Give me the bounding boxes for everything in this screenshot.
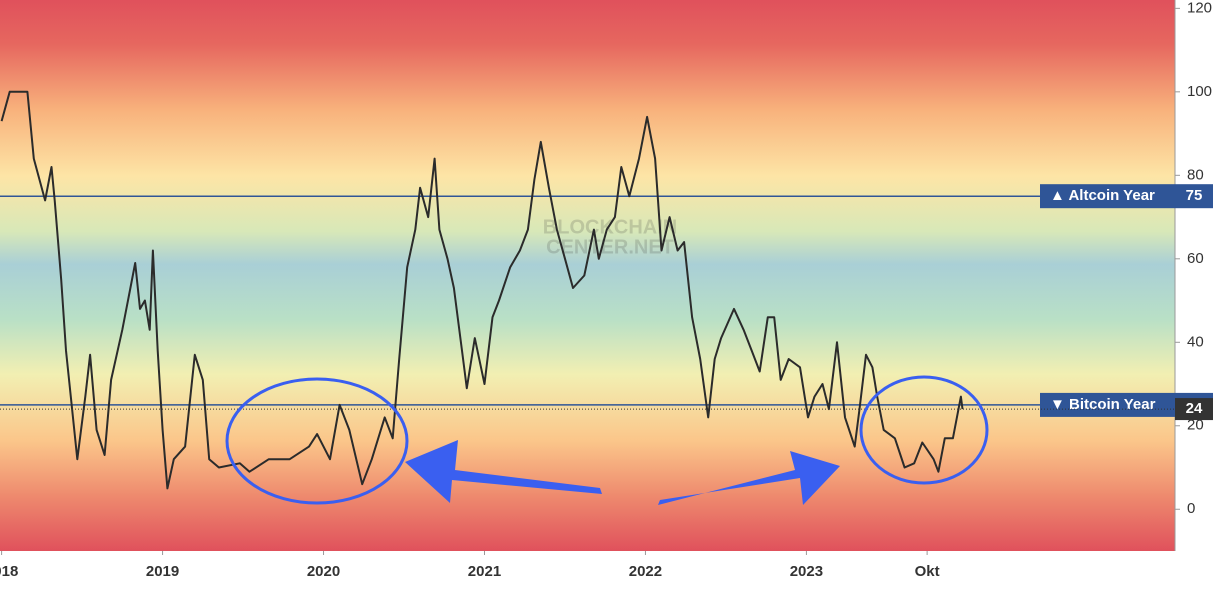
x-axis-area <box>0 551 1213 589</box>
watermark-text: CENTER.NET <box>546 236 674 258</box>
highlight-circle <box>859 375 989 485</box>
last-value-label: 24 <box>1186 400 1203 417</box>
plot-background <box>0 0 1175 551</box>
x-tick-label: 2021 <box>468 563 501 580</box>
highlight-circle <box>225 377 409 505</box>
reference-label: ▼ Bitcoin Year <box>1050 396 1156 413</box>
x-tick-label: 2022 <box>629 563 662 580</box>
watermark: BLOCKCHAIN CENTER.NET <box>543 216 677 258</box>
y-tick-label: 40 <box>1187 333 1204 350</box>
reference-value: 75 <box>1186 187 1203 204</box>
y-tick-label: 60 <box>1187 250 1204 267</box>
arrow <box>658 451 840 505</box>
y-tick-label: 80 <box>1187 166 1204 183</box>
x-tick-label: Okt <box>915 563 940 580</box>
x-tick-label: 2019 <box>146 563 179 580</box>
y-tick-label: 120 <box>1187 0 1212 16</box>
x-tick-label: 2023 <box>790 563 823 580</box>
reference-label: ▲ Altcoin Year <box>1050 187 1155 204</box>
last-value-box <box>1175 398 1213 421</box>
series-line <box>0 90 964 490</box>
y-tick-label: 20 <box>1187 417 1204 434</box>
y-tick-label: 0 <box>1187 500 1195 517</box>
arrow <box>405 440 602 503</box>
annotations <box>225 375 989 505</box>
x-tick-label: 2020 <box>307 563 340 580</box>
watermark-text: BLOCKCHAIN <box>543 216 677 238</box>
reference-label-box <box>1040 184 1213 209</box>
y-tick-label: 100 <box>1187 83 1212 100</box>
